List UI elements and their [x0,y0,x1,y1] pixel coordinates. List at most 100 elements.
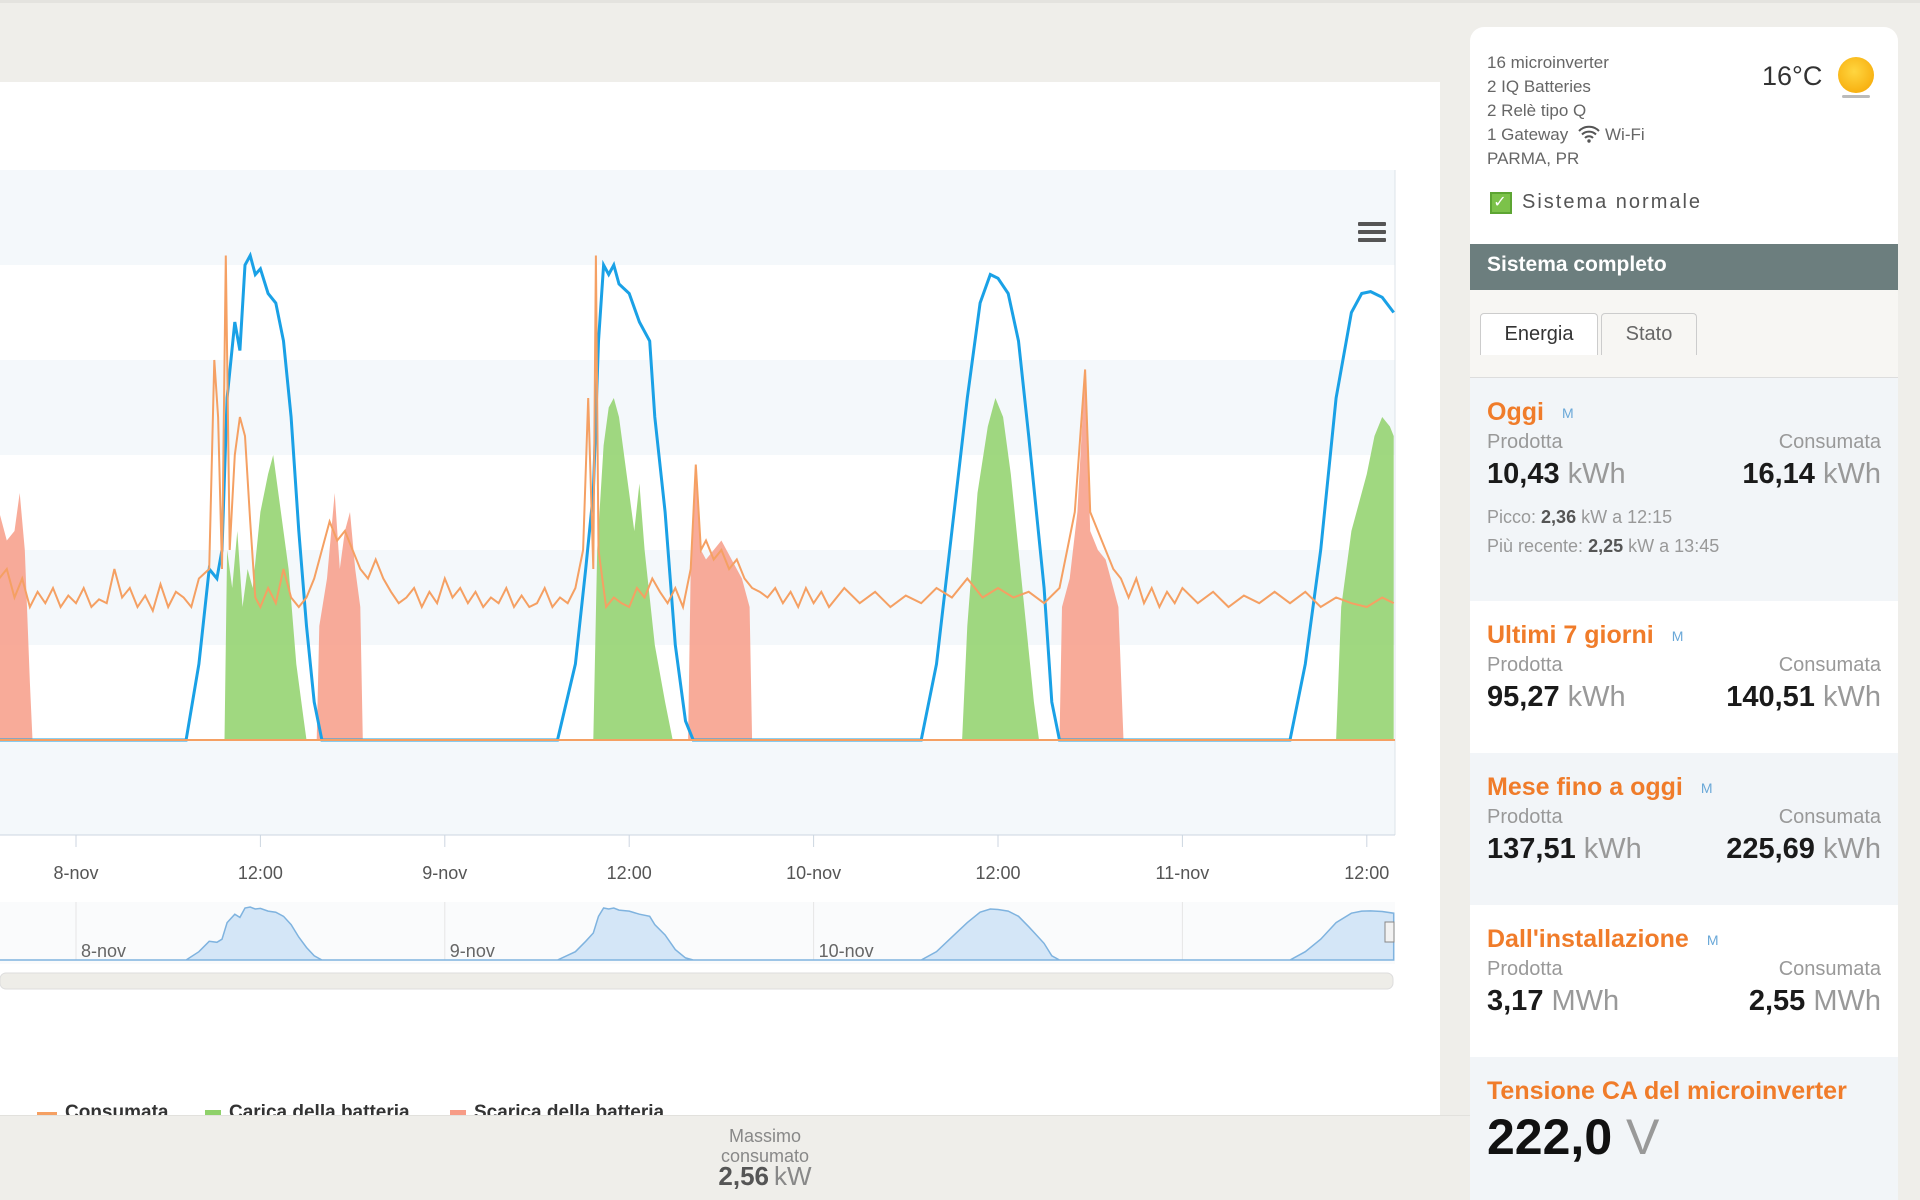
status-text: Sistema normale [1522,191,1703,213]
today-section: Oggi M Prodotta Consumata 10,43 kWh 16,14 k… [1470,378,1898,601]
max-label: consumato [720,1146,810,1166]
max-value: 2,56 [718,1161,770,1191]
x-tick-label: 12:00 [607,863,652,883]
unit: kWh [1823,833,1881,865]
produced-value: 95,27 [1487,681,1560,713]
produced-label: Prodotta [1487,431,1563,453]
unit: kWh [1583,833,1642,865]
wifi-icon [1578,125,1600,143]
battery-count: 2 IQ Batteries [1487,77,1591,96]
chart-menu-button[interactable] [1358,222,1386,246]
section-title: Dall'installazione [1487,925,1689,953]
consumed-label: Consumata [1778,431,1881,453]
microinverter-count: 16 microinverter [1487,53,1609,72]
consumed-value: 16,14 [1742,458,1815,490]
meter-badge: M [1700,780,1713,797]
meter-badge: M [1561,405,1574,422]
navigator-scrollbar[interactable] [0,972,1394,990]
peak-row: Picco: 2,36 kW a 12:15 [1487,503,1881,532]
produced-label: Prodotta [1487,958,1563,980]
unit: kW [1581,507,1608,527]
recent-value: 2,25 [1588,536,1624,556]
last-7-days-section: Ultimi 7 giorni M Prodotta Consumata 95,27… [1470,601,1898,753]
chart-panel: 8-nov 12:00 9-nov 12:00 10-nov 12:00 11-nov 12:… [0,82,1440,1123]
peak-label: Picco: [1487,507,1537,527]
unit: kWh [1567,458,1626,490]
x-tick-label: 12:00 [1344,863,1389,883]
sun-shadow [1842,95,1870,98]
hamburger-menu-icon [1358,222,1386,226]
section-title: Mese fino a oggi [1487,773,1683,801]
location: PARMA, PR [1487,149,1580,168]
voltage-value: 222,0 [1487,1109,1613,1165]
produced-value: 3,17 [1487,985,1544,1017]
max-unit: kW [774,1161,812,1191]
consumed-value: 140,51 [1726,681,1815,713]
series-consumption [0,255,1395,614]
navigator-label: 8-nov [81,941,126,961]
system-status: ✓ Sistema normale [1490,191,1702,214]
section-title: Ultimi 7 giorni [1487,621,1654,649]
grid-band [0,740,1395,835]
max-label: Massimo [728,1126,801,1146]
x-tick-label: 12:00 [975,863,1020,883]
line-swatch-icon [37,1111,57,1115]
temperature: 16°C [1762,61,1823,91]
energy-chart: 8-nov 12:00 9-nov 12:00 10-nov 12:00 11-nov 12:… [0,170,1396,990]
sun-icon [1838,57,1874,93]
tab-energia[interactable]: Energia [1480,313,1598,355]
section-header: Sistema completo [1470,244,1898,290]
consumed-label: Consumata [1778,958,1881,980]
system-sidebar: 16 microinverter 2 IQ Batteries 2 Relè t… [1470,27,1898,1200]
navigator-label: 9-nov [450,941,495,961]
meter-badge: M [1671,628,1684,645]
x-tick-label: 9-nov [422,863,467,883]
plot-area [0,251,1395,742]
grid-band [0,360,1395,455]
recent-time: a 13:45 [1659,536,1720,556]
unit: V [1626,1109,1660,1165]
section-title: Tensione CA del microinverter [1487,1077,1847,1105]
voltage-section: Tensione CA del microinverter 222,0 V [1470,1057,1898,1200]
navigator-label: 10-nov [819,941,874,961]
navigator-series [0,906,1395,961]
x-tick-label: 10-nov [786,863,841,883]
wifi-label: Wi-Fi [1605,125,1645,144]
produced-value: 137,51 [1487,833,1576,865]
tab-stato[interactable]: Stato [1601,313,1697,355]
gateway-count: 1 Gateway [1487,125,1569,144]
recent-row: Più recente: 2,25 kW a 13:45 [1487,532,1881,561]
gateway-row: 1 Gateway Wi-Fi [1487,123,1645,147]
section-title: Oggi [1487,398,1544,426]
x-tick-label: 8-nov [53,863,98,883]
recent-label: Più recente: [1487,536,1584,556]
grid-band [0,170,1395,265]
consumed-label: Consumata [1778,806,1881,828]
tabs: Energia Stato [1470,290,1898,378]
checkbox-ok-icon: ✓ [1490,191,1512,214]
max-consumed: Massimo consumato 2,56 kW [680,1126,850,1189]
meter-badge: M [1706,932,1719,949]
produced-label: Prodotta [1487,806,1563,828]
unit: kW [1628,536,1655,556]
consumed-value: 2,55 [1748,985,1806,1017]
series-production [0,251,1395,742]
month-to-date-section: Mese fino a oggi M Prodotta Consumata 137,… [1470,753,1898,905]
unit: MWh [1551,985,1620,1017]
consumed-label: Consumata [1778,654,1881,676]
x-tick-label: 12:00 [238,863,283,883]
peak-time: a 12:15 [1612,507,1673,527]
produced-value: 10,43 [1487,458,1560,490]
bottom-summary: Massimo consumato 2,56 kW [0,1115,1470,1200]
produced-label: Prodotta [1487,654,1563,676]
navigator-handle[interactable] [1384,921,1395,943]
system-info: 16 microinverter 2 IQ Batteries 2 Relè t… [1487,51,1645,171]
x-tick-label: 11-nov [1156,863,1210,883]
since-installation-section: Dall'installazione M Prodotta Consumata 3,… [1470,905,1898,1057]
unit: kWh [1823,458,1881,490]
relay-count: 2 Relè tipo Q [1487,101,1587,120]
peak-value: 2,36 [1541,507,1577,527]
grid-band [0,265,1395,360]
unit: kWh [1567,681,1626,713]
unit: kWh [1823,681,1881,713]
